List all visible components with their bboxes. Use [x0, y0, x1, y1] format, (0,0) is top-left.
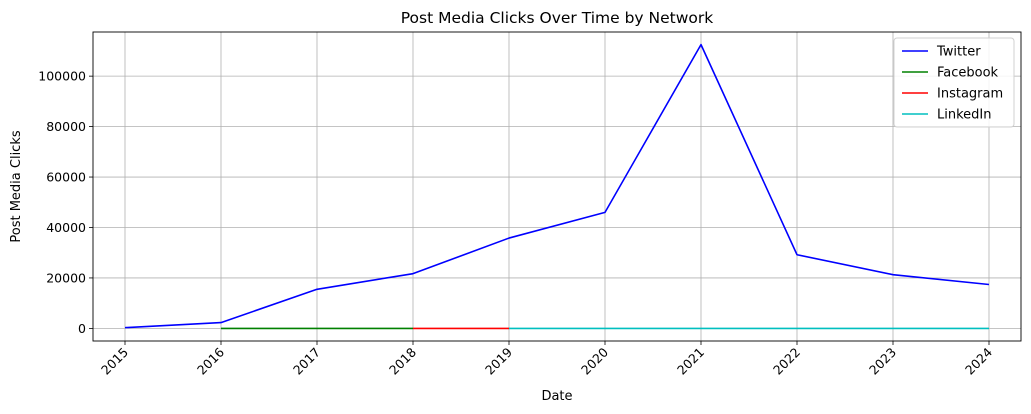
x-tick-label: 2023: [866, 345, 899, 378]
x-tick-label: 2018: [386, 344, 419, 377]
legend-label: Twitter: [936, 45, 981, 60]
legend-label: Facebook: [937, 66, 999, 81]
series-line-twitter: [124, 43, 990, 329]
grid: [93, 32, 1021, 341]
x-axis-ticks: 2015 2016 2017 2018 2019 2020 2021 2022 2023 2024: [98, 341, 995, 378]
legend-box: [893, 37, 1015, 128]
x-axis-label: Date: [541, 389, 572, 404]
x-tick-label: 2022: [770, 345, 803, 378]
x-tick-label: 2021: [674, 345, 707, 378]
y-axis-ticks: 0 20000 40000 60000 80000 100000: [38, 69, 93, 336]
x-tick-label: 2015: [98, 345, 131, 378]
x-tick-label: 2019: [482, 344, 515, 377]
y-tick-label: 0: [78, 321, 86, 336]
y-tick-label: 60000: [46, 170, 86, 185]
legend: Twitter Facebook Instagram LinkedIn: [893, 37, 1015, 128]
legend-label: Instagram: [937, 87, 1003, 102]
y-tick-label: 80000: [46, 119, 86, 134]
x-tick-label: 2024: [962, 344, 995, 377]
x-tick-label: 2020: [578, 344, 611, 377]
y-tick-label: 20000: [46, 270, 86, 285]
plot-area: [92, 31, 1022, 342]
y-tick-label: 100000: [38, 69, 86, 84]
y-tick-label: 40000: [46, 220, 86, 235]
series-lines: [124, 43, 990, 330]
y-axis-label: Post Media Clicks: [9, 130, 24, 242]
x-tick-label: 2017: [290, 345, 323, 378]
legend-label: LinkedIn: [937, 108, 991, 123]
chart-title: Post Media Clicks Over Time by Network: [401, 9, 714, 27]
x-tick-label: 2016: [194, 344, 227, 377]
